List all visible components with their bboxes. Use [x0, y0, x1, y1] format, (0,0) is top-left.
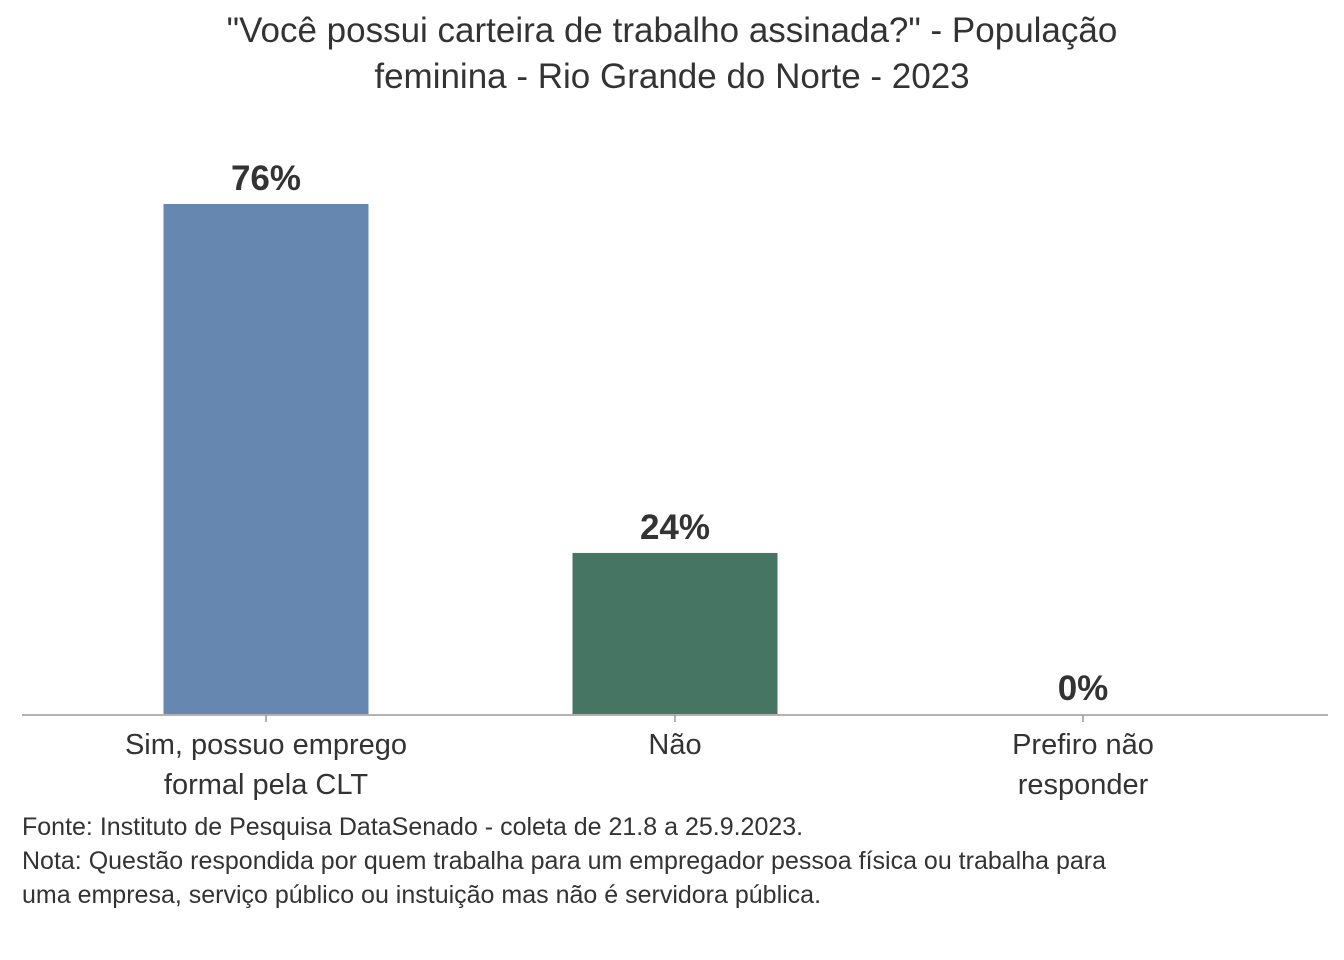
footnote: Nota: Questão respondida por quem trabal… — [22, 847, 1106, 909]
data-label-2: 0% — [1058, 669, 1109, 708]
bar-1 — [572, 552, 778, 714]
data-label-0: 76% — [231, 159, 301, 198]
x-tick-label-0-1: formal pela CLT — [164, 769, 368, 801]
x-tick-label-2-0: Prefiro não — [1012, 729, 1154, 761]
title-line-2: feminina - Rio Grande do Norte - 2023 — [374, 57, 970, 96]
x-tick-label-2-1: responder — [1018, 769, 1149, 801]
bar-chart: 76% Sim, possuo emprego formal pela CLT 24%… — [22, 159, 1328, 801]
chart-title: "Você possui carteira de trabalho assina… — [0, 8, 1344, 100]
x-tick-label-0-0: Sim, possuo emprego — [125, 729, 407, 761]
data-label-1: 24% — [640, 508, 710, 547]
x-tick-label-1-0: Não — [648, 729, 701, 761]
bar-0 — [163, 204, 369, 714]
title-line-1: "Você possui carteira de trabalho assina… — [226, 11, 1118, 50]
source-note: Fonte: Instituto de Pesquisa DataSenado … — [22, 813, 804, 841]
